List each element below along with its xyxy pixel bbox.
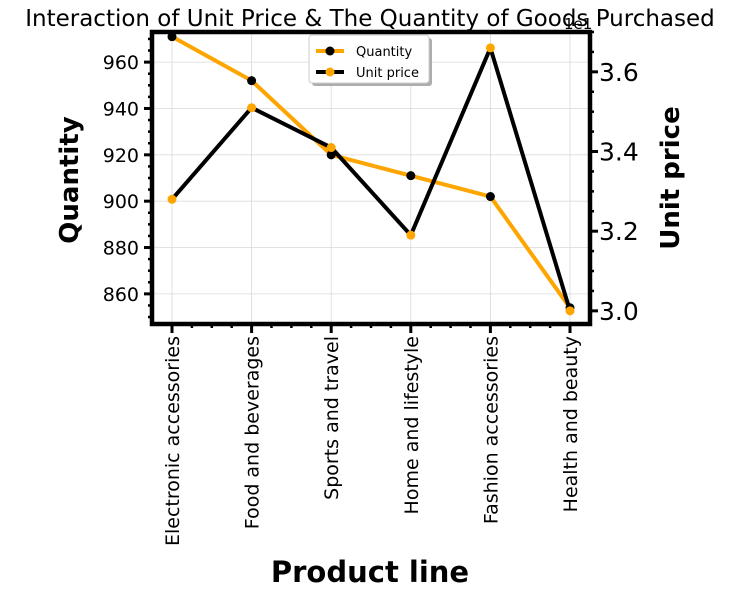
legend-marker <box>325 67 335 77</box>
series-quantity-point <box>485 192 495 202</box>
legend: Quantity Unit price <box>308 34 432 86</box>
y-left-tick-label: 900 <box>103 191 139 213</box>
legend-entry: Quantity <box>316 45 412 60</box>
right-axis-offset-label: 1e1 <box>564 15 592 33</box>
series-quantity-point <box>406 171 416 181</box>
series-unit-price-point <box>565 306 575 316</box>
x-tick-label: Health and beauty <box>560 336 582 512</box>
legend-label: Quantity <box>356 45 412 60</box>
plot-frame <box>149 29 593 327</box>
x-tick-label: Food and beverages <box>242 336 264 529</box>
y-axis-label-right: Unit price <box>656 106 686 249</box>
x-tick-label: Fashion accessories <box>480 336 502 524</box>
legend-label: Unit price <box>356 66 419 81</box>
axes <box>144 29 598 333</box>
series-quantity-point <box>167 32 177 42</box>
y-left-tick-label: 920 <box>103 145 139 167</box>
series-unit-price-point <box>406 230 416 240</box>
y-left-tick-label: 860 <box>103 284 139 306</box>
y-axis-label-left: Quantity <box>55 116 85 243</box>
series-unit-price-point <box>485 43 495 53</box>
chart-title: Interaction of Unit Price & The Quantity… <box>25 6 715 32</box>
series-unit-price-point <box>247 103 257 113</box>
y-right-tick-label: 3.4 <box>599 138 639 167</box>
series-unit-price-point <box>167 194 177 204</box>
series-unit-price-line <box>170 45 572 312</box>
x-tick-label: Electronic accessories <box>162 336 184 546</box>
series-unit-price-point <box>326 143 336 153</box>
series-quantity-point <box>247 76 257 86</box>
legend-entry: Unit price <box>316 66 419 81</box>
x-tick-label: Sports and travel <box>321 336 343 500</box>
y-right-tick-label: 3.2 <box>599 217 639 246</box>
legend-marker <box>325 46 335 56</box>
y-right-tick-label: 3.0 <box>599 297 639 326</box>
tick-labels: 860 880 900 920 940 960 3.0 3.2 3.4 3.6 Electronic… <box>103 52 639 546</box>
x-tick-label: Home and lifestyle <box>401 336 423 514</box>
y-left-tick-label: 940 <box>103 98 139 120</box>
y-right-tick-label: 3.6 <box>599 58 639 87</box>
y-left-tick-label: 960 <box>103 52 139 74</box>
x-axis-label: Product line <box>271 555 469 589</box>
series <box>167 32 575 316</box>
series-unit-price <box>167 43 575 316</box>
y-left-tick-label: 880 <box>103 238 139 260</box>
series-quantity-line <box>171 34 572 309</box>
